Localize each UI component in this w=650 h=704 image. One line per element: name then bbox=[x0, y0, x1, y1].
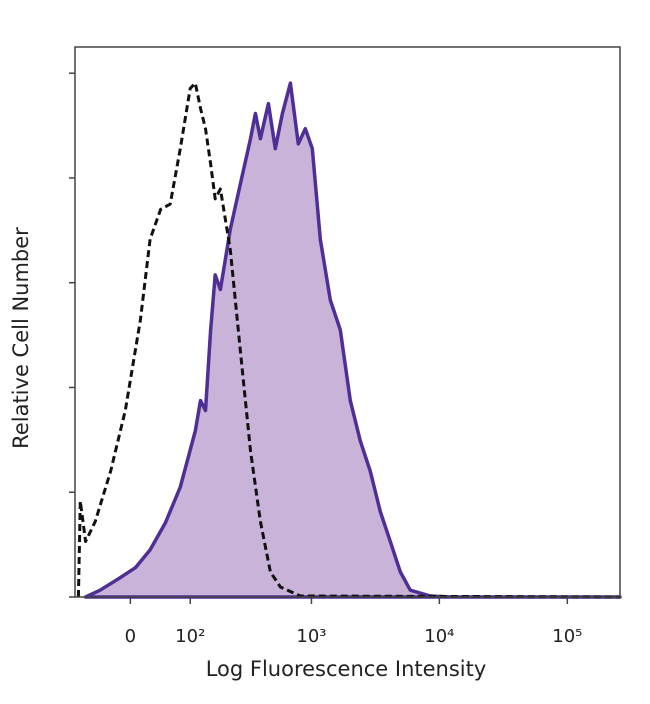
x-tick-label: 10⁵ bbox=[552, 626, 582, 647]
y-axis-label: Relative Cell Number bbox=[9, 227, 33, 449]
x-tick-label: 10⁴ bbox=[424, 626, 454, 647]
histogram-line bbox=[76, 81, 621, 599]
x-tick-label: 0 bbox=[125, 626, 136, 647]
x-axis-label: Log Fluorescence Intensity bbox=[206, 657, 487, 681]
histogram-area bbox=[83, 81, 622, 599]
x-tick-label: 10³ bbox=[296, 626, 326, 647]
x-tick-label: 10² bbox=[175, 626, 205, 647]
plot-frame bbox=[74, 46, 621, 598]
